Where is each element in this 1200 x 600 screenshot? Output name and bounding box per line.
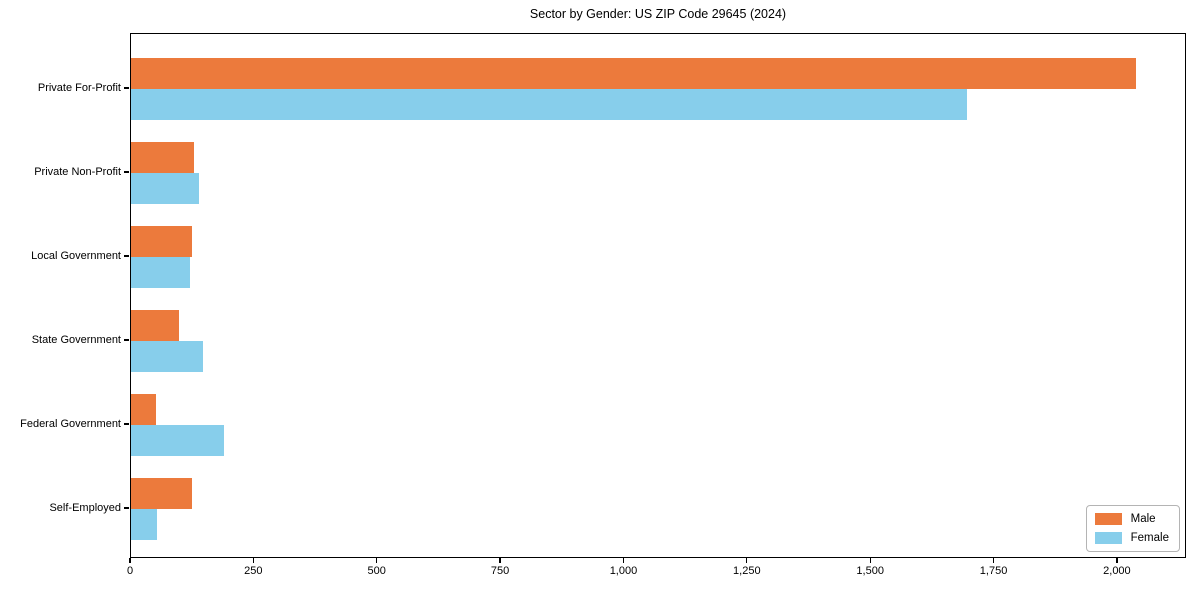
x-tick-label: 0 <box>126 565 134 577</box>
x-tick-label: 250 <box>244 565 263 577</box>
legend: Male Female <box>1085 505 1180 552</box>
bar-male-federal-government <box>131 394 157 425</box>
bar-female-private-non-profit <box>131 173 200 204</box>
y-tick-label: Federal Government <box>20 418 121 430</box>
bar-row <box>131 467 1185 551</box>
y-tick-label: Private For-Profit <box>37 82 121 94</box>
y-tick-mark <box>124 339 129 341</box>
bar-female-federal-government <box>131 425 225 456</box>
y-tick-mark <box>124 171 129 173</box>
x-tick-mark <box>376 558 378 563</box>
x-tick-mark <box>746 558 748 563</box>
y-tick-label: Private Non-Profit <box>34 166 121 178</box>
bar-female-state-government <box>131 341 203 372</box>
legend-entry-male: Male <box>1094 513 1169 525</box>
x-tick-label: 1,000 <box>609 565 638 577</box>
bar-row <box>131 215 1185 299</box>
x-tick-mark <box>129 558 131 563</box>
bar-row <box>131 131 1185 215</box>
y-tick-label: Self-Employed <box>49 502 121 514</box>
legend-swatch-male <box>1094 513 1122 525</box>
bar-female-private-for-profit <box>131 89 967 120</box>
legend-entry-female: Female <box>1094 532 1169 544</box>
y-tick-label: Local Government <box>31 250 121 262</box>
y-tick-mark <box>124 507 129 509</box>
bar-female-local-government <box>131 257 190 288</box>
bar-male-self-employed <box>131 478 192 509</box>
x-tick-label: 500 <box>367 565 386 577</box>
x-tick-mark <box>252 558 254 563</box>
x-tick-label: 750 <box>490 565 510 577</box>
bar-row <box>131 299 1185 383</box>
y-tick-mark <box>124 423 129 425</box>
plot-area <box>130 33 1186 558</box>
bar-row <box>131 383 1185 467</box>
bar-male-private-for-profit <box>131 58 1137 89</box>
legend-swatch-female <box>1094 532 1122 544</box>
x-tick-label: 1,750 <box>979 565 1008 577</box>
legend-label: Male <box>1130 513 1156 525</box>
x-tick-label: 1,250 <box>733 565 761 577</box>
x-tick-label: 1,500 <box>856 565 884 577</box>
bar-male-private-non-profit <box>131 142 195 173</box>
x-tick-mark <box>869 558 871 563</box>
y-tick-mark <box>124 255 129 257</box>
x-tick-mark <box>499 558 501 563</box>
bar-male-state-government <box>131 310 180 341</box>
chart-title: Sector by Gender: US ZIP Code 29645 (202… <box>529 7 787 21</box>
bar-female-self-employed <box>131 509 158 540</box>
x-tick-label: 2,000 <box>1103 565 1131 577</box>
x-tick-mark <box>1116 558 1118 563</box>
legend-label: Female <box>1130 532 1169 544</box>
x-tick-mark <box>622 558 625 563</box>
bar-male-local-government <box>131 226 192 257</box>
bar-row <box>131 47 1185 131</box>
y-tick-mark <box>124 87 129 89</box>
y-tick-label: State Government <box>31 334 121 346</box>
x-tick-mark <box>992 558 995 563</box>
